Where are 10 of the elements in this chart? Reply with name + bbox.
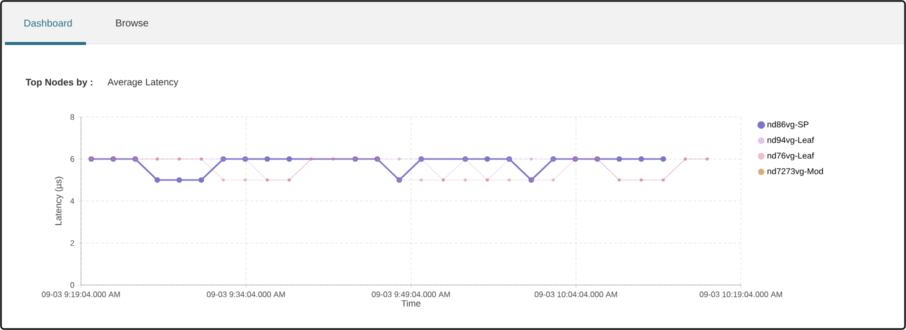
legend-label: nd94vg-Leaf — [768, 136, 814, 145]
y-axis-title: Latency (µs) — [54, 176, 64, 226]
chart-subtitle: Average Latency — [108, 78, 178, 88]
legend-label: nd86vg-SP — [768, 121, 808, 130]
chart-title: Top Nodes by : — [26, 78, 92, 88]
legend-label: nd76vg-Leaf — [768, 152, 814, 160]
legend-label: nd7273vg-Mod — [768, 168, 823, 176]
text: Browse — [116, 20, 148, 26]
x-axis-title: Time — [401, 300, 420, 307]
text: Dashboard — [24, 19, 72, 27]
